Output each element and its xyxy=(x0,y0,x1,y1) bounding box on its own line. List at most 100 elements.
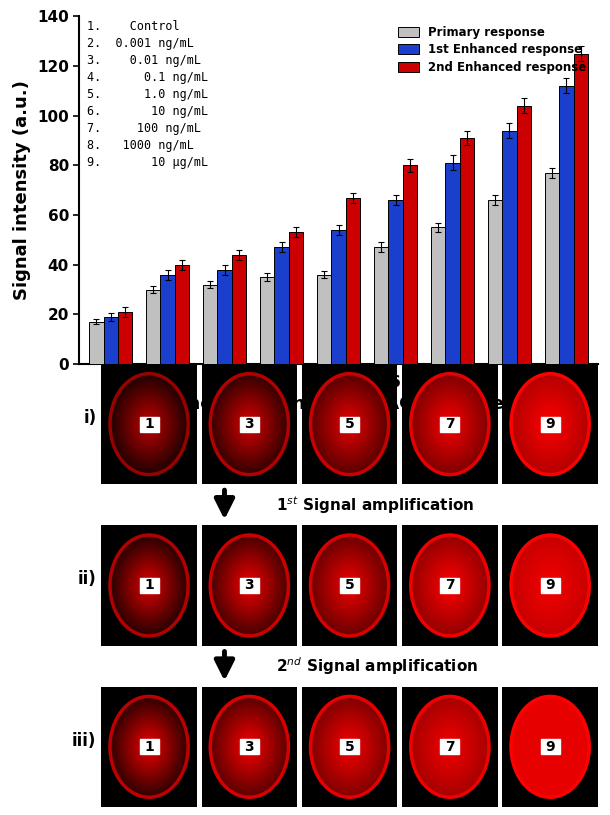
Bar xyxy=(274,248,289,364)
Ellipse shape xyxy=(231,562,268,609)
Ellipse shape xyxy=(342,575,357,596)
Ellipse shape xyxy=(520,708,580,786)
Ellipse shape xyxy=(438,570,462,601)
Ellipse shape xyxy=(345,417,355,431)
Bar xyxy=(104,317,118,364)
Ellipse shape xyxy=(433,403,467,446)
Ellipse shape xyxy=(338,732,361,762)
Ellipse shape xyxy=(325,715,375,779)
Ellipse shape xyxy=(511,374,589,474)
Ellipse shape xyxy=(212,376,287,473)
Ellipse shape xyxy=(214,702,284,792)
Ellipse shape xyxy=(217,382,282,466)
Ellipse shape xyxy=(436,406,464,443)
Bar xyxy=(174,265,189,364)
Ellipse shape xyxy=(514,700,587,794)
Ellipse shape xyxy=(434,404,465,444)
Text: iii): iii) xyxy=(72,732,96,750)
Ellipse shape xyxy=(447,743,453,750)
Ellipse shape xyxy=(415,540,485,631)
Y-axis label: Signal intensity (a.u.): Signal intensity (a.u.) xyxy=(13,81,32,300)
Ellipse shape xyxy=(138,411,159,438)
Ellipse shape xyxy=(320,708,379,786)
Ellipse shape xyxy=(316,703,384,791)
Ellipse shape xyxy=(424,390,476,458)
Ellipse shape xyxy=(534,566,565,606)
Ellipse shape xyxy=(136,408,162,441)
Ellipse shape xyxy=(522,548,579,623)
Ellipse shape xyxy=(430,560,470,610)
Ellipse shape xyxy=(418,545,481,626)
Bar xyxy=(389,200,403,364)
Ellipse shape xyxy=(514,539,587,632)
Ellipse shape xyxy=(134,404,165,444)
Bar xyxy=(545,173,559,364)
Ellipse shape xyxy=(217,544,282,628)
Ellipse shape xyxy=(140,574,158,597)
Ellipse shape xyxy=(520,547,580,624)
Ellipse shape xyxy=(110,696,188,797)
Ellipse shape xyxy=(135,406,163,443)
Ellipse shape xyxy=(442,414,458,434)
Ellipse shape xyxy=(145,419,153,430)
Ellipse shape xyxy=(122,389,176,460)
Bar xyxy=(140,416,159,432)
Ellipse shape xyxy=(512,537,588,634)
Ellipse shape xyxy=(326,394,373,455)
Ellipse shape xyxy=(544,738,557,756)
Ellipse shape xyxy=(111,698,187,795)
Ellipse shape xyxy=(117,382,182,466)
Ellipse shape xyxy=(542,575,558,596)
Ellipse shape xyxy=(432,723,468,770)
Ellipse shape xyxy=(524,552,576,619)
Ellipse shape xyxy=(525,392,575,456)
Ellipse shape xyxy=(229,720,270,773)
Ellipse shape xyxy=(439,572,461,599)
Ellipse shape xyxy=(316,542,384,629)
Ellipse shape xyxy=(242,737,257,757)
Ellipse shape xyxy=(131,723,167,770)
Ellipse shape xyxy=(437,408,463,441)
Ellipse shape xyxy=(238,409,261,439)
Ellipse shape xyxy=(227,718,271,775)
Ellipse shape xyxy=(126,394,173,455)
Ellipse shape xyxy=(239,411,260,438)
Bar xyxy=(331,230,346,364)
Ellipse shape xyxy=(416,381,484,468)
Ellipse shape xyxy=(428,718,472,775)
Bar xyxy=(240,416,259,432)
Ellipse shape xyxy=(532,401,569,447)
Ellipse shape xyxy=(329,720,370,773)
Ellipse shape xyxy=(336,567,364,604)
Ellipse shape xyxy=(549,584,551,587)
Ellipse shape xyxy=(411,535,489,636)
Ellipse shape xyxy=(128,558,170,612)
Ellipse shape xyxy=(448,422,451,426)
Ellipse shape xyxy=(124,553,174,618)
Ellipse shape xyxy=(244,417,254,431)
Text: 7: 7 xyxy=(445,417,454,431)
Ellipse shape xyxy=(539,570,562,601)
Ellipse shape xyxy=(515,379,586,469)
Ellipse shape xyxy=(113,377,185,471)
Text: 3: 3 xyxy=(245,417,254,431)
Ellipse shape xyxy=(136,730,162,764)
Text: 1: 1 xyxy=(144,417,154,431)
Ellipse shape xyxy=(416,542,484,629)
Ellipse shape xyxy=(347,421,352,428)
Bar xyxy=(340,416,359,432)
Ellipse shape xyxy=(549,745,551,748)
Ellipse shape xyxy=(442,737,458,757)
Ellipse shape xyxy=(326,555,373,616)
Ellipse shape xyxy=(522,387,579,461)
Ellipse shape xyxy=(221,710,278,784)
Ellipse shape xyxy=(346,419,354,430)
Ellipse shape xyxy=(519,384,581,465)
Ellipse shape xyxy=(540,734,561,760)
Ellipse shape xyxy=(248,584,251,587)
Ellipse shape xyxy=(542,414,558,434)
Ellipse shape xyxy=(332,403,367,446)
Ellipse shape xyxy=(142,575,157,596)
Ellipse shape xyxy=(330,560,369,610)
Ellipse shape xyxy=(323,390,376,458)
